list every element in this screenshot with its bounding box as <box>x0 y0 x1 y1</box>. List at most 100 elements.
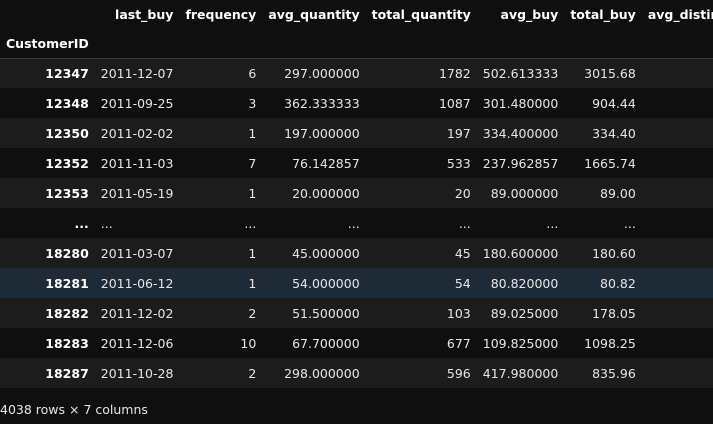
cell-total-buy: 3015.68 <box>584 65 636 81</box>
cell-avg-distinc-product: 17.000000 <box>642 118 713 148</box>
cell-avg-quantity: 67.700000 <box>292 335 360 351</box>
cell-avg-distinc-product: 6.000000 <box>642 298 713 328</box>
row-index: 12353 <box>45 185 89 201</box>
column-header: total_buy <box>570 7 636 22</box>
table-row: 12352 2011-11-03 7 76.142857 533 237.962857 16… <box>0 148 713 178</box>
table-row: 12348 2011-09-25 3 362.333333 1087 301.480000… <box>0 88 713 118</box>
cell-total-quantity: 677 <box>446 335 471 351</box>
cell-frequency: 1 <box>248 185 257 201</box>
cell-avg-distinc-product: 4.666667 <box>642 88 713 118</box>
row-index: 18281 <box>45 275 89 291</box>
row-index: 18283 <box>45 335 89 351</box>
cell-last-buy: 2011-10-28 <box>100 365 174 381</box>
row-index: 12347 <box>45 65 89 81</box>
index-name-row: CustomerID <box>0 29 713 58</box>
cell-avg-quantity: 298.000000 <box>284 365 360 381</box>
cell-frequency: 2 <box>248 305 257 321</box>
cell-last-buy: 2011-09-25 <box>100 95 174 111</box>
shape-summary: 4038 rows × 7 columns <box>0 402 148 417</box>
cell-frequency: 1 <box>248 275 257 291</box>
cell-avg-buy: 417.980000 <box>482 365 559 381</box>
cell-last-buy: 2011-02-02 <box>100 125 174 141</box>
cell-frequency: 2 <box>248 365 257 381</box>
cell-avg-buy: 301.480000 <box>482 95 559 111</box>
cell-total-buy: 334.40 <box>592 125 636 141</box>
cell-avg-buy: 334.400000 <box>482 125 559 141</box>
cell-avg-buy: 180.600000 <box>482 245 559 261</box>
cell-avg-quantity: 76.142857 <box>292 155 360 171</box>
cell-total-buy: 89.00 <box>600 185 636 201</box>
cell-last-buy: 2011-11-03 <box>100 155 174 171</box>
cell-frequency: 6 <box>248 65 257 81</box>
ellipsis-row: ........................ <box>0 208 713 238</box>
table-row: 12350 2011-02-02 1 197.000000 197 334.400000 3… <box>0 118 713 148</box>
cell-avg-buy: 89.000000 <box>490 185 559 201</box>
cell-avg-distinc-product: 11.714286 <box>642 148 713 178</box>
column-header: frequency <box>185 7 257 22</box>
cell-avg-buy: 89.025000 <box>490 305 559 321</box>
table-header: last_buy frequency avg_quantity total_qu… <box>0 0 713 58</box>
cell-avg-distinc-product: 10.000000 <box>642 238 713 268</box>
cell-avg-quantity: ... <box>347 215 360 231</box>
cell-frequency: 1 <box>248 125 257 141</box>
index-header-blank <box>0 0 95 29</box>
cell-total-quantity: 197 <box>446 125 471 141</box>
table-row: 18280 2011-03-07 1 45.000000 45 180.600000 180… <box>0 238 713 268</box>
cell-avg-distinc-product: 7.000000 <box>642 268 713 298</box>
row-index: 12348 <box>45 95 89 111</box>
column-header: last_buy <box>115 7 174 22</box>
cell-total-buy: 178.05 <box>592 305 636 321</box>
cell-last-buy: 2011-12-02 <box>100 305 174 321</box>
column-header: avg_distinc_product <box>647 7 713 22</box>
cell-frequency: 1 <box>248 245 257 261</box>
column-header: total_quantity <box>371 7 471 22</box>
row-index: 18280 <box>45 245 89 261</box>
cell-avg-quantity: 362.333333 <box>284 95 360 111</box>
row-index: 18287 <box>45 365 89 381</box>
cell-avg-quantity: 51.500000 <box>292 305 360 321</box>
table-body: 12347 2011-12-07 6 297.000000 1782 502.613333… <box>0 58 713 388</box>
cell-total-quantity: 45 <box>454 245 471 261</box>
cell-avg-distinc-product: ... <box>642 208 713 238</box>
cell-avg-distinc-product: 22.500000 <box>642 58 713 88</box>
cell-frequency: 7 <box>248 155 257 171</box>
cell-avg-buy: 80.820000 <box>490 275 559 291</box>
cell-frequency: 3 <box>248 95 257 111</box>
cell-last-buy: 2011-03-07 <box>100 245 174 261</box>
table-row: 18282 2011-12-02 2 51.500000 103 89.025000 178… <box>0 298 713 328</box>
cell-avg-buy: 109.825000 <box>482 335 559 351</box>
table-row: 18283 2011-12-06 10 67.700000 677 109.825000 1… <box>0 328 713 358</box>
index-name-header: CustomerID <box>6 35 89 51</box>
cell-total-buy: 1665.74 <box>584 155 636 171</box>
cell-last-buy: ... <box>100 215 113 231</box>
cell-total-quantity: 596 <box>446 365 471 381</box>
cell-last-buy: 2011-12-07 <box>100 65 174 81</box>
cell-avg-quantity: 54.000000 <box>292 275 360 291</box>
table-row: 12353 2011-05-19 1 20.000000 20 89.000000 89.0… <box>0 178 713 208</box>
column-header: avg_quantity <box>268 7 360 22</box>
column-header-row: last_buy frequency avg_quantity total_qu… <box>0 0 713 29</box>
row-index: ... <box>74 215 89 231</box>
cell-total-quantity: 103 <box>446 305 471 321</box>
cell-total-quantity: 1782 <box>438 65 471 81</box>
cell-total-quantity: 1087 <box>438 95 471 111</box>
cell-total-quantity: 20 <box>454 185 471 201</box>
cell-total-buy: 180.60 <box>592 245 636 261</box>
cell-total-quantity: 54 <box>454 275 471 291</box>
row-index: 12352 <box>45 155 89 171</box>
cell-frequency: ... <box>244 215 257 231</box>
row-index: 18282 <box>45 305 89 321</box>
cell-total-buy: 80.82 <box>600 275 636 291</box>
cell-total-quantity: ... <box>458 215 471 231</box>
dataframe-table: last_buy frequency avg_quantity total_qu… <box>0 0 713 388</box>
cell-total-buy: 904.44 <box>592 95 636 111</box>
cell-avg-quantity: 20.000000 <box>292 185 360 201</box>
cell-last-buy: 2011-06-12 <box>100 275 174 291</box>
cell-total-buy: ... <box>623 215 636 231</box>
cell-total-quantity: 533 <box>446 155 471 171</box>
cell-avg-quantity: 197.000000 <box>284 125 360 141</box>
row-index: 12350 <box>45 125 89 141</box>
cell-avg-buy: 502.613333 <box>482 65 559 81</box>
column-header: avg_buy <box>500 7 559 22</box>
cell-total-buy: 835.96 <box>592 365 636 381</box>
